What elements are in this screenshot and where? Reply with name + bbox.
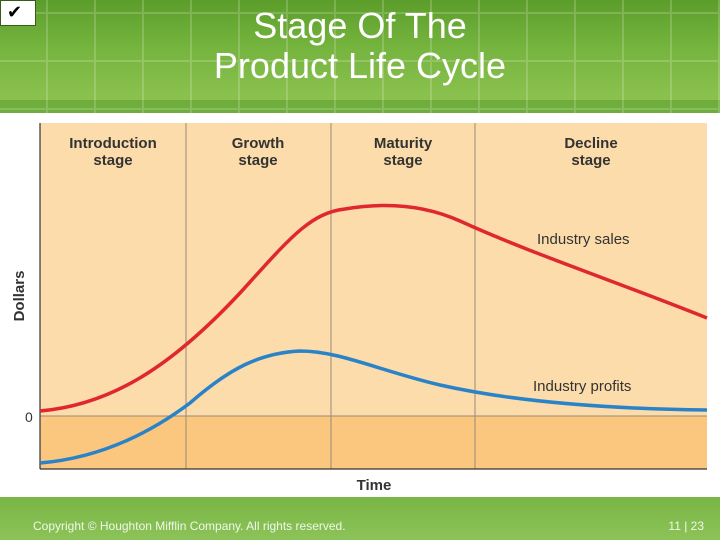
title-line-1: Stage Of The — [253, 5, 467, 46]
x-axis-label: Time — [357, 477, 392, 494]
check-badge: ✔ — [0, 0, 36, 26]
stage-maturity-line2: stage — [383, 152, 422, 169]
industry-sales-curve — [39, 203, 708, 413]
stage-maturity-line1: Maturity — [374, 135, 433, 152]
stage-decline-line1: Decline — [564, 135, 617, 152]
stage-growth-line1: Growth — [232, 135, 285, 152]
footer-band — [0, 496, 720, 540]
y-axis-label: Dollars — [11, 271, 28, 322]
industry-profits-label: Industry profits — [533, 378, 631, 395]
industry-sales-label: Industry sales — [537, 231, 630, 248]
page-number: 11 | 23 — [668, 519, 704, 533]
industry-profits-curve — [39, 349, 708, 465]
stage-decline-line2: stage — [571, 152, 610, 169]
negative-band — [40, 416, 707, 469]
stage-introduction-line1: Introduction — [69, 135, 156, 152]
header-band — [0, 0, 720, 100]
stage-introduction-line2: stage — [93, 152, 132, 169]
slide-title: Stage Of The Product Life Cycle — [160, 6, 560, 86]
title-line-2: Product Life Cycle — [213, 45, 507, 86]
zero-label: 0 — [25, 409, 33, 425]
product-life-cycle-diagram: Introduction stage Growth stage Maturity… — [0, 113, 720, 497]
check-icon: ✔ — [7, 2, 23, 23]
diagram-svg: Introduction stage Growth stage Maturity… — [11, 123, 708, 494]
copyright-text: Copyright © Houghton Mifflin Company. Al… — [33, 519, 346, 533]
stage-growth-line2: stage — [238, 152, 277, 169]
